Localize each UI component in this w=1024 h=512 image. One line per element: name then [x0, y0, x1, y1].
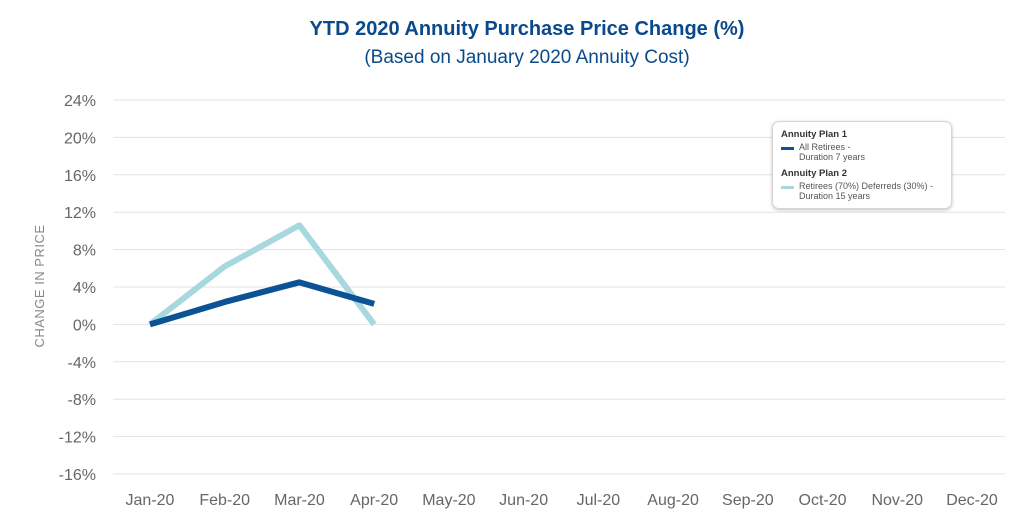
legend-swatch-plan-1 — [781, 147, 794, 150]
y-tick-label: 24% — [64, 93, 96, 110]
legend-label-plan-2-line-1: Retirees (70%) Deferreds (30%) - — [799, 181, 934, 191]
y-axis-label: CHANGE IN PRICE — [32, 224, 47, 347]
x-tick-label: Sep-20 — [722, 492, 774, 509]
x-tick-label: Jun-20 — [499, 492, 548, 509]
y-tick-label: -8% — [68, 392, 96, 409]
x-axis-ticks: Jan-20 Feb-20 Mar-20 Apr-20 May-20 Jun-20 Jul-… — [126, 492, 998, 509]
y-tick-label: 20% — [64, 130, 96, 147]
y-tick-label: 12% — [64, 205, 96, 222]
legend-label-plan-2-line-2: Duration 15 years — [799, 191, 871, 201]
series-line-plan-2 — [148, 222, 377, 327]
chart-title: YTD 2020 Annuity Purchase Price Change (… — [309, 18, 745, 40]
chart-subtitle: (Based on January 2020 Annuity Cost) — [364, 47, 690, 68]
y-tick-label: -4% — [68, 355, 96, 372]
legend-swatch-plan-2 — [781, 186, 794, 189]
x-tick-label: Jul-20 — [577, 492, 621, 509]
legend-group-plan-1: Annuity Plan 1 — [781, 129, 847, 140]
x-tick-label: Aug-20 — [647, 492, 699, 509]
legend-label-plan-1-line-2: Duration 7 years — [799, 152, 866, 162]
y-tick-label: 0% — [73, 317, 96, 334]
y-axis-ticks: 24% 20% 16% 12% 8% 4% 0% -4% -8% -12% -16% — [59, 93, 96, 484]
x-tick-label: Jan-20 — [126, 492, 175, 509]
x-tick-label: Feb-20 — [199, 492, 250, 509]
legend-item-plan-2: Retirees (70%) Deferreds (30%) - Duratio… — [781, 181, 943, 201]
series-lines — [148, 222, 377, 328]
y-tick-label: 4% — [73, 280, 96, 297]
x-tick-label: Apr-20 — [350, 492, 398, 509]
legend: Annuity Plan 1 All Retirees - Duration 7… — [772, 121, 952, 209]
x-tick-label: Dec-20 — [946, 492, 998, 509]
y-tick-label: 8% — [73, 243, 96, 260]
legend-group-plan-2: Annuity Plan 2 — [781, 168, 847, 179]
y-tick-label: 16% — [64, 168, 96, 185]
y-tick-label: -12% — [59, 430, 96, 447]
series-line-plan-1 — [149, 279, 376, 328]
x-tick-label: Mar-20 — [274, 492, 325, 509]
x-tick-label: Oct-20 — [799, 492, 847, 509]
legend-label-plan-1-line-1: All Retirees - — [799, 142, 851, 152]
legend-item-plan-1: All Retirees - Duration 7 years — [781, 142, 943, 162]
x-tick-label: Nov-20 — [871, 492, 923, 509]
x-tick-label: May-20 — [422, 492, 475, 509]
y-tick-label: -16% — [59, 467, 96, 484]
